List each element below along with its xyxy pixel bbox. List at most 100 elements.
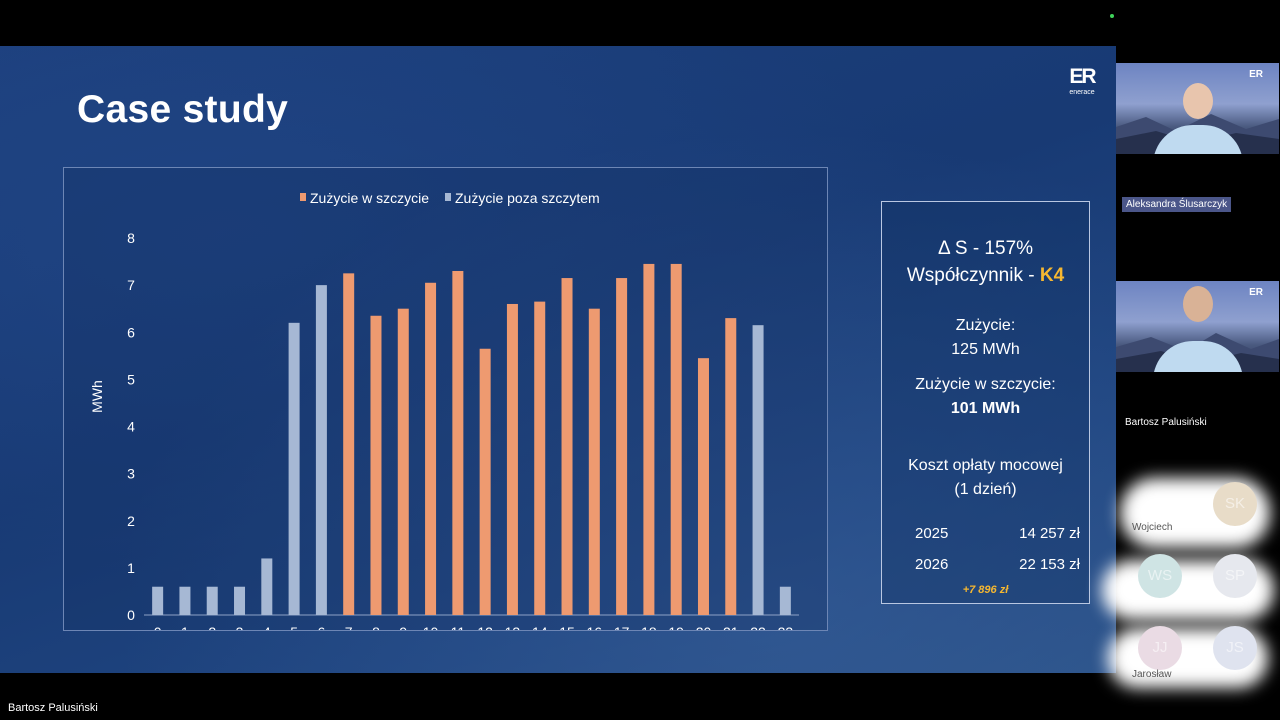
cost-value: 22 153 zł [1019,556,1080,573]
tile-logo: ER [1249,287,1263,298]
participant-head [1183,286,1213,322]
bar-hour-7 [343,273,355,615]
x-tick-label: 18 [641,624,657,630]
cost-difference: +7 896 zł [962,584,1009,596]
coefficient-line: Współczynnik - K4 [882,265,1089,287]
bar-hour-0 [152,586,164,615]
cost-label: Koszt opłaty mocowej [908,457,1063,474]
video-tile-bartosz[interactable]: ER [1116,281,1279,372]
y-tick-label: 8 [127,230,135,246]
x-tick-label: 23 [778,624,794,630]
legend-label: Zużycie poza szczytem [455,190,600,206]
chart-panel: 0123456780123456789101112131415161718192… [63,167,828,631]
legend-swatch [445,193,451,201]
x-tick-label: 0 [154,624,162,630]
bar-hour-15 [561,278,573,615]
cost-year: 2026 [915,556,949,573]
y-tick-label: 3 [127,466,135,482]
peak-usage-value: 101 MWh [950,400,1021,417]
x-tick-label: 3 [236,624,244,630]
video-tile-aleksandra[interactable]: ER [1116,63,1279,154]
y-tick-label: 0 [127,607,135,623]
bar-hour-20 [697,358,709,615]
y-tick-label: 5 [127,371,135,387]
participant-avatar[interactable]: WS [1138,554,1182,598]
x-tick-label: 4 [263,624,271,630]
bar-hour-19 [670,263,682,615]
bar-hour-12 [479,348,491,615]
participant-avatar[interactable]: SP [1213,554,1257,598]
bar-hour-6 [315,285,327,615]
participant-head [1183,83,1213,119]
logo-mark: ER [1069,65,1096,88]
bar-hour-23 [779,586,791,615]
x-tick-label: 15 [559,624,575,630]
x-tick-label: 2 [208,624,216,630]
cost-year: 2025 [915,525,949,542]
presentation-slide: Case study ER enerace 012345678012345678… [0,46,1116,673]
participant-avatar[interactable]: SK [1213,482,1257,526]
x-tick-label: 22 [750,624,766,630]
enerace-logo: ER enerace [1066,66,1098,100]
connection-status-indicator [1110,14,1114,18]
x-tick-label: 11 [451,624,466,630]
bar-hour-16 [588,308,600,615]
delta-line: Δ S - 157% [937,238,1034,259]
x-tick-label: 13 [505,624,521,630]
peak-usage-label: Zużycie w szczycie: [915,376,1056,393]
y-tick-label: 4 [127,419,135,435]
participant-partial-name: Wojciech [1132,522,1173,533]
x-tick-label: 6 [317,624,325,630]
participant-name-bartosz: Bartosz Palusiński [1125,417,1207,428]
legend-swatch [300,193,306,201]
usage-label: Zużycie: [955,317,1016,334]
x-tick-label: 1 [181,624,189,630]
bar-hour-2 [206,586,218,615]
x-tick-label: 12 [477,624,493,630]
x-tick-label: 16 [587,624,603,630]
bar-hour-5 [288,322,300,615]
slide-title: Case study [77,88,289,131]
x-tick-label: 5 [290,624,298,630]
x-tick-label: 21 [723,624,739,630]
bar-hour-4 [261,558,273,615]
bar-hour-21 [725,318,737,615]
bar-hour-1 [179,586,191,615]
presenter-name: Bartosz Palusiński [8,702,98,714]
bar-hour-13 [506,303,518,615]
bar-hour-14 [534,301,546,615]
x-tick-label: 9 [399,624,407,630]
x-tick-label: 20 [696,624,712,630]
coefficient-value: K4 [1039,265,1065,286]
bar-hour-8 [370,315,382,615]
participant-avatar[interactable]: JJ [1138,626,1182,670]
legend-label: Zużycie w szczycie [310,190,429,206]
participant-partial-name: Jarosław [1132,669,1172,680]
cost-value: 14 257 zł [1019,525,1080,542]
coefficient-label: Współczynnik - [906,265,1040,286]
bar-hour-10 [425,282,437,615]
x-tick-label: 17 [614,624,630,630]
cost-period: (1 dzień) [954,481,1017,498]
y-tick-label: 6 [127,324,135,340]
x-tick-label: 7 [345,624,353,630]
y-tick-label: 1 [127,560,135,576]
usage-value: 125 MWh [951,341,1020,358]
x-tick-label: 19 [668,624,684,630]
y-tick-label: 7 [127,277,135,293]
x-tick-label: 14 [532,624,548,630]
x-tick-label: 10 [423,624,439,630]
bar-hour-9 [397,308,409,615]
x-tick-label: 8 [372,624,380,630]
bar-hour-22 [752,325,764,615]
participant-name-aleksandra: Aleksandra Ślusarczyk [1122,197,1232,212]
bar-hour-3 [234,586,246,615]
tile-logo: ER [1249,69,1263,80]
y-tick-label: 2 [127,513,135,529]
logo-text: enerace [1069,89,1095,96]
y-axis-label: MWh [89,380,105,413]
participant-avatar[interactable]: JS [1213,626,1257,670]
bar-chart: 0123456780123456789101112131415161718192… [89,190,799,630]
bar-hour-18 [643,263,655,615]
summary-panel: Δ S - 157% Współczynnik - K4 Zużycie: 12… [881,201,1090,604]
